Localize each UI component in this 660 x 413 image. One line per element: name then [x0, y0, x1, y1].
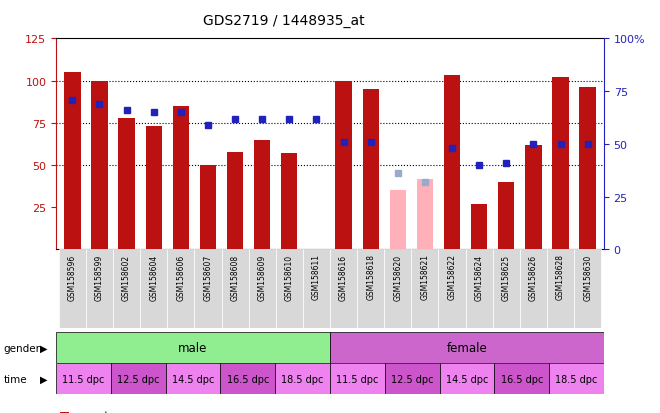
Bar	[119, 119, 135, 250]
Text: GSM158626: GSM158626	[529, 254, 538, 300]
Text: GSM158599: GSM158599	[95, 254, 104, 300]
Bar	[140, 250, 167, 328]
Bar	[173, 107, 189, 250]
Text: GSM158624: GSM158624	[475, 254, 484, 300]
Bar	[493, 250, 520, 328]
Text: 18.5 dpc: 18.5 dpc	[555, 374, 598, 384]
Text: GSM158604: GSM158604	[149, 254, 158, 300]
Text: gender: gender	[3, 343, 40, 353]
Text: 16.5 dpc: 16.5 dpc	[500, 374, 543, 384]
Bar	[254, 140, 271, 250]
Bar	[362, 90, 379, 250]
Text: 16.5 dpc: 16.5 dpc	[226, 374, 269, 384]
Text: 12.5 dpc: 12.5 dpc	[391, 374, 434, 384]
Bar	[222, 250, 249, 328]
Text: GSM158596: GSM158596	[68, 254, 77, 300]
Text: GSM158621: GSM158621	[420, 254, 430, 300]
Bar	[166, 363, 220, 394]
Bar	[547, 250, 574, 328]
Bar	[389, 191, 406, 250]
Text: 18.5 dpc: 18.5 dpc	[281, 374, 324, 384]
Text: count: count	[79, 410, 109, 413]
Text: GSM158622: GSM158622	[447, 254, 457, 300]
Bar	[59, 250, 86, 328]
Bar	[200, 166, 216, 250]
Bar	[56, 332, 330, 363]
Text: GSM158620: GSM158620	[393, 254, 403, 300]
Text: time: time	[3, 374, 27, 384]
Text: male: male	[178, 342, 208, 354]
Text: GSM158630: GSM158630	[583, 254, 592, 300]
Bar	[384, 250, 411, 328]
Text: 11.5 dpc: 11.5 dpc	[336, 374, 379, 384]
Text: ▶: ▶	[40, 374, 47, 384]
Bar	[86, 250, 113, 328]
Text: GSM158616: GSM158616	[339, 254, 348, 300]
Bar	[552, 78, 569, 250]
Bar	[520, 250, 547, 328]
Bar	[276, 250, 303, 328]
Text: GSM158628: GSM158628	[556, 254, 565, 300]
Text: 12.5 dpc: 12.5 dpc	[117, 374, 160, 384]
Bar	[498, 183, 514, 250]
Text: GDS2719 / 1448935_at: GDS2719 / 1448935_at	[203, 14, 364, 28]
Text: ■: ■	[59, 408, 71, 413]
Bar	[440, 363, 494, 394]
Bar	[330, 363, 385, 394]
Bar	[579, 88, 596, 250]
Bar	[357, 250, 384, 328]
Bar	[56, 363, 111, 394]
Bar	[111, 363, 166, 394]
Text: GSM158607: GSM158607	[203, 254, 213, 300]
Text: GSM158610: GSM158610	[285, 254, 294, 300]
Bar	[438, 250, 465, 328]
Text: GSM158625: GSM158625	[502, 254, 511, 300]
Text: GSM158608: GSM158608	[230, 254, 240, 300]
Text: GSM158606: GSM158606	[176, 254, 185, 300]
Bar	[249, 250, 276, 328]
Bar	[335, 81, 352, 250]
Text: GSM158611: GSM158611	[312, 254, 321, 300]
Bar	[195, 250, 222, 328]
Bar	[281, 154, 298, 250]
Text: ▶: ▶	[40, 343, 47, 353]
Bar	[411, 250, 438, 328]
Bar	[471, 204, 487, 250]
Bar	[549, 363, 604, 394]
Bar	[330, 332, 604, 363]
Text: female: female	[447, 342, 487, 354]
Bar	[227, 152, 244, 250]
Bar	[330, 250, 357, 328]
Bar	[146, 127, 162, 250]
Bar	[574, 250, 601, 328]
Bar	[220, 363, 275, 394]
Bar	[91, 81, 108, 250]
Bar	[385, 363, 440, 394]
Bar	[167, 250, 195, 328]
Bar	[525, 145, 541, 250]
Text: GSM158602: GSM158602	[122, 254, 131, 300]
Text: 14.5 dpc: 14.5 dpc	[446, 374, 488, 384]
Bar	[303, 250, 330, 328]
Text: GSM158609: GSM158609	[257, 254, 267, 300]
Bar	[64, 73, 81, 250]
Bar	[416, 179, 433, 250]
Text: 14.5 dpc: 14.5 dpc	[172, 374, 214, 384]
Bar	[113, 250, 140, 328]
Bar	[494, 363, 549, 394]
Bar	[275, 363, 330, 394]
Bar	[444, 76, 460, 250]
Text: GSM158618: GSM158618	[366, 254, 375, 300]
Text: 11.5 dpc: 11.5 dpc	[62, 374, 105, 384]
Bar	[465, 250, 493, 328]
